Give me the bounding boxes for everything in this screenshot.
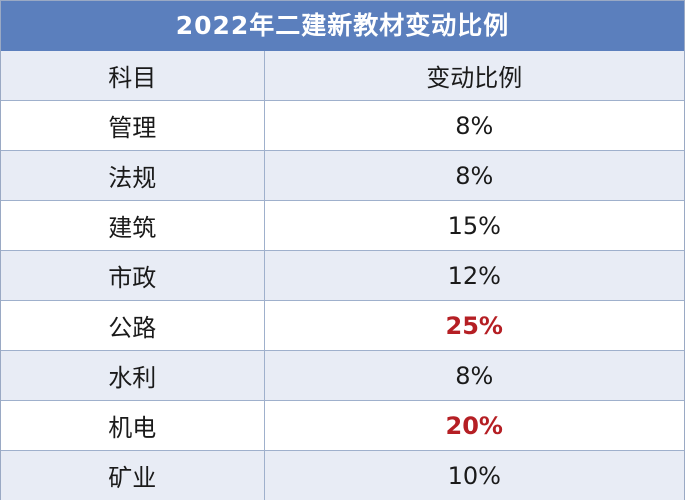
cell-subject: 市政 [1, 250, 265, 301]
table-header-row: 科目 变动比例 [1, 51, 684, 101]
cell-ratio: 12% [263, 250, 684, 301]
cell-ratio: 8% [263, 350, 684, 401]
table-row: 水利 8% [1, 350, 684, 401]
cell-ratio: 15% [263, 200, 684, 251]
cell-subject: 建筑 [1, 200, 265, 251]
table-row: 矿业 10% [1, 450, 684, 500]
cell-ratio: 8% [263, 100, 684, 151]
ratio-table: 科目 变动比例 管理 8% 法规 8% 建筑 15% 市政 12% 公路 25%… [1, 51, 684, 500]
table-row: 法规 8% [1, 150, 684, 201]
cell-subject: 矿业 [1, 450, 265, 500]
table-row: 机电 20% [1, 400, 684, 451]
table-row: 建筑 15% [1, 200, 684, 251]
cell-subject: 管理 [1, 100, 265, 151]
cell-subject: 公路 [1, 300, 265, 351]
header-subject: 科目 [1, 51, 265, 101]
table-row: 管理 8% [1, 100, 684, 151]
cell-subject: 水利 [1, 350, 265, 401]
table-row: 公路 25% [1, 300, 684, 351]
cell-ratio: 10% [263, 450, 684, 500]
cell-subject: 机电 [1, 400, 265, 451]
table-row: 市政 12% [1, 250, 684, 301]
table-title: 2022年二建新教材变动比例 [1, 1, 684, 51]
cell-subject: 法规 [1, 150, 265, 201]
cell-ratio: 8% [263, 150, 684, 201]
cell-ratio: 20% [263, 400, 684, 451]
cell-ratio: 25% [263, 300, 684, 351]
header-ratio: 变动比例 [263, 51, 684, 101]
